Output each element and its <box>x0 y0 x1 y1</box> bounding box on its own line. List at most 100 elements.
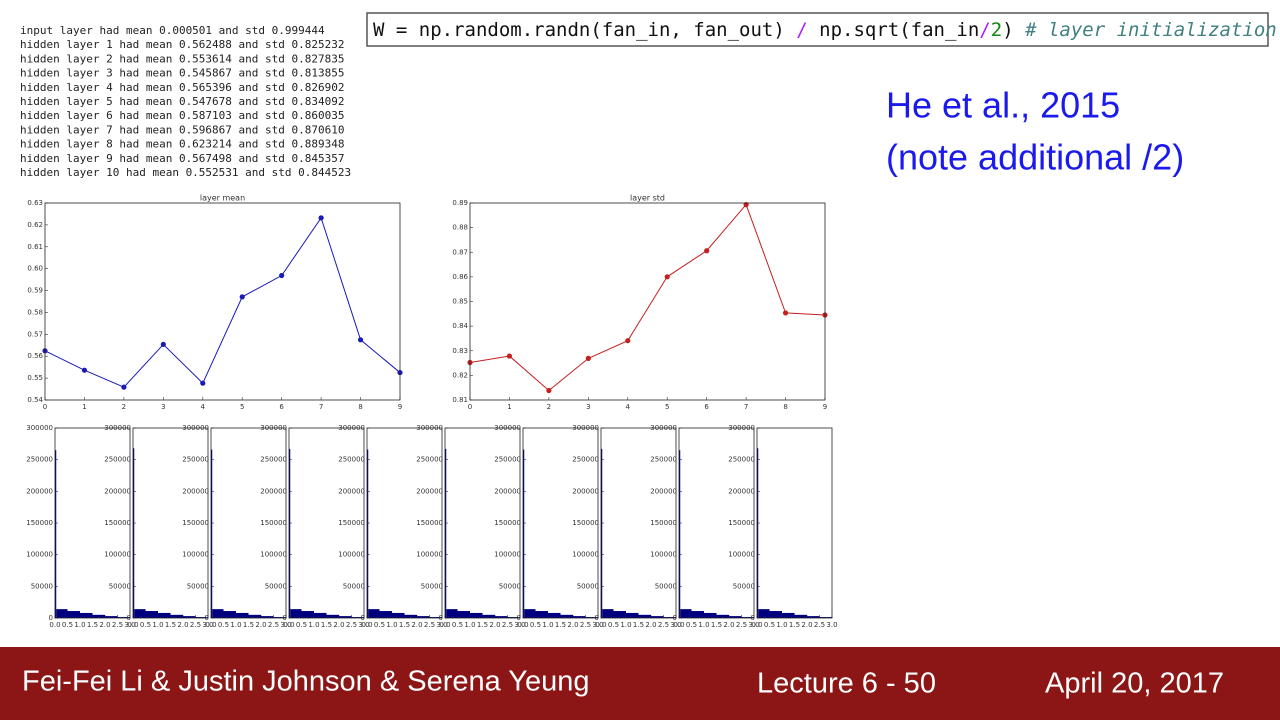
y-tick-label: 200000 <box>572 487 599 495</box>
x-tick-label: 6 <box>704 403 709 411</box>
x-tick-label: 1.5 <box>321 621 332 629</box>
y-tick-label: 100000 <box>572 551 599 559</box>
y-tick-label: 150000 <box>728 519 755 527</box>
y-tick-label: 50000 <box>109 582 131 590</box>
y-tick-label: 100000 <box>494 551 521 559</box>
x-tick-label: 1.0 <box>74 621 85 629</box>
hist-bar <box>782 612 795 618</box>
x-tick-label: 2.0 <box>255 621 266 629</box>
plot-frame <box>469 202 826 401</box>
x-tick-label: 0.0 <box>595 621 606 629</box>
x-tick-label: 2.5 <box>112 621 123 629</box>
hist-bar <box>248 614 261 618</box>
y-tick-label: 250000 <box>260 456 287 464</box>
hist-bar <box>392 612 405 618</box>
hist-bar <box>368 609 380 618</box>
log-line: hidden layer 7 had mean 0.596867 and std… <box>20 123 345 136</box>
hist-bar <box>638 614 651 618</box>
hist-bar <box>560 614 573 618</box>
x-tick-label: 9 <box>823 403 827 411</box>
x-tick-label: 1 <box>82 403 86 411</box>
x-tick-label: 1.0 <box>308 621 319 629</box>
y-tick-label: 0 <box>439 614 443 622</box>
y-tick-label: 200000 <box>104 487 131 495</box>
y-tick-label: 300000 <box>26 424 53 432</box>
y-tick-label: 150000 <box>494 519 521 527</box>
x-tick-label: 2.0 <box>99 621 110 629</box>
code-box <box>366 12 1269 47</box>
x-tick-label: 8 <box>358 403 362 411</box>
y-tick-label: 300000 <box>572 424 599 432</box>
hist-bar <box>236 612 249 618</box>
hist-bar <box>807 616 820 618</box>
x-tick-label: 7 <box>319 403 323 411</box>
x-tick-label: 0.0 <box>205 621 216 629</box>
x-tick-label: 1 <box>507 403 511 411</box>
x-tick-label: 0.5 <box>764 621 775 629</box>
hist-bar <box>602 609 614 618</box>
y-tick-label: 50000 <box>733 582 755 590</box>
chart-title: layer std <box>630 194 665 203</box>
y-tick-label: 0.84 <box>452 322 468 330</box>
hist-bar <box>507 617 520 618</box>
y-tick-label: 0.55 <box>27 374 43 382</box>
y-tick-label: 250000 <box>26 456 53 464</box>
hist-bar <box>446 609 458 618</box>
hist-bar <box>535 611 548 618</box>
data-point <box>585 355 591 361</box>
x-tick-label: 4 <box>626 403 631 411</box>
code-operator: / <box>979 19 990 41</box>
log-line: hidden layer 6 had mean 0.587103 and std… <box>20 109 345 122</box>
hist-bar <box>223 611 236 618</box>
y-tick-label: 100000 <box>338 551 365 559</box>
hist-bar <box>290 609 302 618</box>
y-tick-label: 300000 <box>650 424 677 432</box>
x-tick-label: 6 <box>279 403 284 411</box>
hist-bar <box>105 616 118 618</box>
hist-bar <box>314 612 327 618</box>
plot-frame <box>44 202 401 401</box>
log-line: hidden layer 9 had mean 0.567498 and std… <box>20 152 345 165</box>
y-tick-label: 50000 <box>499 582 521 590</box>
y-tick-label: 0.57 <box>27 330 43 338</box>
y-tick-label: 0.62 <box>27 221 43 229</box>
y-tick-label: 300000 <box>416 424 443 432</box>
footer-lecture: Lecture 6 - 50 <box>757 668 936 700</box>
x-tick-label: 9 <box>398 403 402 411</box>
x-tick-label: 1.0 <box>620 621 631 629</box>
x-tick-label: 2 <box>547 403 551 411</box>
y-tick-label: 0 <box>595 614 599 622</box>
y-tick-label: 100000 <box>416 551 443 559</box>
y-tick-label: 0 <box>283 614 287 622</box>
y-tick-label: 50000 <box>655 582 677 590</box>
hist-bar <box>417 616 430 618</box>
plot-frame <box>132 427 209 619</box>
x-tick-label: 3.0 <box>826 621 837 629</box>
plot-frame <box>210 427 287 619</box>
data-line <box>44 216 401 388</box>
x-tick-label: 0.5 <box>218 621 229 629</box>
y-tick-label: 0 <box>751 614 755 622</box>
code-comment: # layer initialization <box>1024 19 1277 41</box>
hist-bar <box>573 616 586 618</box>
plot-frame <box>366 427 443 619</box>
plot-frame <box>756 427 833 619</box>
log-line: hidden layer 10 had mean 0.552531 and st… <box>20 166 351 179</box>
hist-bar <box>261 616 274 618</box>
hist-bar <box>170 614 183 618</box>
y-tick-label: 0.81 <box>452 396 468 404</box>
hist-bar <box>470 612 483 618</box>
y-tick-label: 200000 <box>338 487 365 495</box>
y-tick-label: 150000 <box>416 519 443 527</box>
y-tick-label: 0.59 <box>27 287 43 295</box>
y-tick-label: 100000 <box>182 551 209 559</box>
data-point <box>121 384 127 390</box>
hist-bar <box>679 450 681 618</box>
x-tick-label: 2.0 <box>723 621 734 629</box>
hist-bar <box>404 614 417 618</box>
y-tick-label: 200000 <box>260 487 287 495</box>
x-tick-label: 1.5 <box>399 621 410 629</box>
hist-bar <box>183 616 196 618</box>
y-tick-label: 250000 <box>650 456 677 464</box>
y-tick-label: 50000 <box>577 582 599 590</box>
